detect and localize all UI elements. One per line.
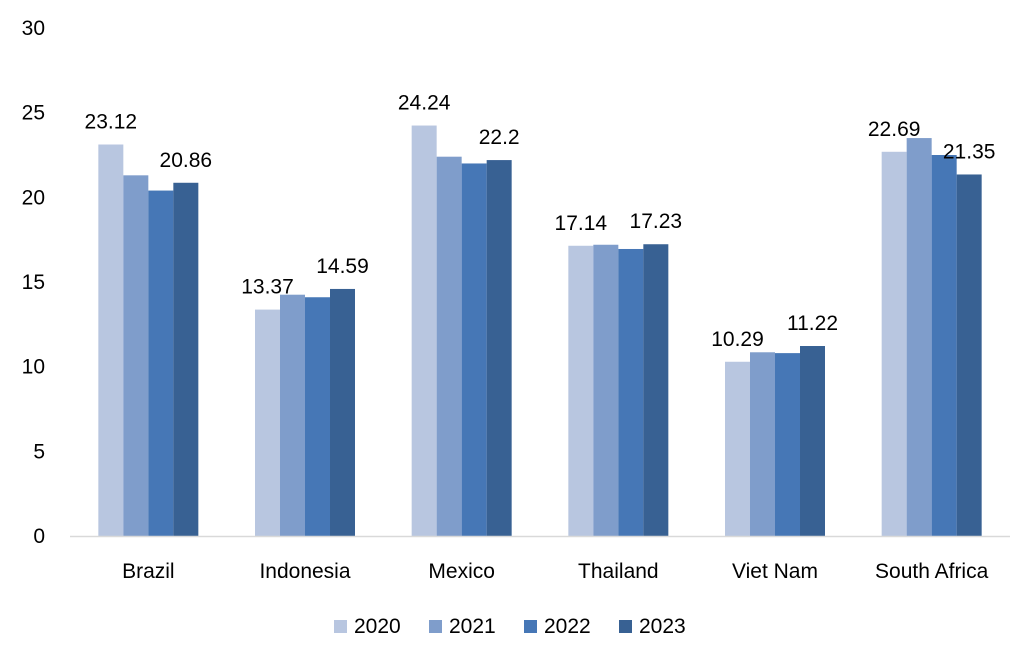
data-label: 20.86 xyxy=(160,149,213,172)
bar-2021-viet-nam xyxy=(750,352,775,536)
bar-2023-viet-nam xyxy=(800,346,825,536)
data-label: 21.35 xyxy=(943,140,996,163)
bar-2021-indonesia xyxy=(280,294,305,536)
legend: 2020 2021 2022 2023 xyxy=(334,615,686,638)
bar-2023-mexico xyxy=(486,160,512,536)
legend-label-2020: 2020 xyxy=(354,615,401,638)
data-label: 13.37 xyxy=(241,276,294,299)
data-label: 17.23 xyxy=(630,210,683,233)
y-axis: 0 5 10 15 20 25 30 xyxy=(22,17,45,548)
bar-2021-thailand xyxy=(593,244,619,536)
y-tick-label: 0 xyxy=(33,525,45,548)
legend-swatch-2021 xyxy=(429,620,442,633)
bar-2022-thailand xyxy=(618,248,644,537)
y-tick-label: 10 xyxy=(22,356,45,379)
bar-2021-mexico xyxy=(436,156,462,536)
bar-2022-indonesia xyxy=(305,297,330,536)
x-axis: Brazil Indonesia Mexico Thailand Viet Nam Sou… xyxy=(70,535,1010,583)
bar-2021-south-africa xyxy=(906,138,932,537)
bar-2023-south-africa xyxy=(956,174,982,536)
data-label: 14.59 xyxy=(316,255,369,278)
legend-swatch-2022 xyxy=(524,620,537,633)
data-label: 24.24 xyxy=(398,92,451,115)
data-labels: 23.12 20.86 13.37 14.59 24.24 22.2 17.14 17.23 1… xyxy=(85,92,996,351)
x-category-label: Mexico xyxy=(428,560,495,583)
data-label: 10.29 xyxy=(711,328,764,351)
y-tick-label: 5 xyxy=(33,440,45,463)
legend-label-2022: 2022 xyxy=(544,615,591,638)
bar-2020-brazil xyxy=(98,144,124,536)
bar-2023-thailand xyxy=(643,244,669,537)
bar-2020-south-africa xyxy=(881,151,907,537)
data-label: 22.69 xyxy=(868,118,921,141)
legend-swatch-2020 xyxy=(334,620,347,633)
bar-2020-thailand xyxy=(568,245,594,536)
data-label: 22.2 xyxy=(479,126,520,149)
bar-2021-brazil xyxy=(123,175,149,536)
x-category-label: Viet Nam xyxy=(732,560,818,583)
bar-2022-viet-nam xyxy=(775,353,800,536)
data-label: 11.22 xyxy=(787,312,838,335)
bars xyxy=(98,125,982,537)
bar-2022-mexico xyxy=(461,163,487,536)
bar-2020-viet-nam xyxy=(725,361,750,536)
y-tick-label: 20 xyxy=(22,186,45,209)
bar-2023-indonesia xyxy=(330,288,355,536)
bar-2022-brazil xyxy=(148,190,174,536)
x-category-label: Thailand xyxy=(578,560,659,583)
data-label: 17.14 xyxy=(555,212,608,235)
x-category-label: Indonesia xyxy=(259,560,350,583)
y-tick-label: 15 xyxy=(22,271,45,294)
bar-2023-brazil xyxy=(173,182,199,536)
y-tick-label: 30 xyxy=(22,17,45,40)
legend-label-2021: 2021 xyxy=(449,615,496,638)
bar-2022-south-africa xyxy=(931,155,957,536)
data-label: 23.12 xyxy=(85,111,138,134)
x-category-label: South Africa xyxy=(875,560,989,583)
x-category-label: Brazil xyxy=(122,560,175,583)
legend-swatch-2023 xyxy=(619,620,632,633)
bar-2020-mexico xyxy=(411,125,437,536)
legend-label-2023: 2023 xyxy=(639,615,686,638)
bar-2020-indonesia xyxy=(255,309,280,536)
y-tick-label: 25 xyxy=(22,102,45,125)
